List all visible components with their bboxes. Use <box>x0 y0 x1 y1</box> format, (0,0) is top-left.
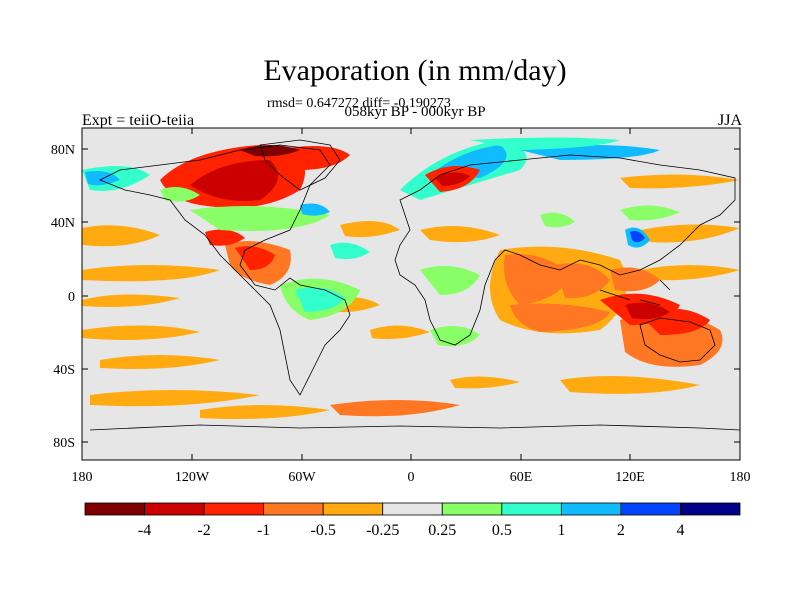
lat-tick-label: 40N <box>51 216 75 231</box>
colorbar-label: -4 <box>138 522 151 539</box>
colorbar: -4 -2 -1 -0.5 -0.25 0.25 0.5 1 2 4 <box>84 502 741 539</box>
colorbar-swatch <box>203 502 265 516</box>
lon-tick-label: 180 <box>72 470 93 485</box>
latitude-axis: 80N 40N 0 40S 80S <box>51 143 740 451</box>
evaporation-anomaly-patches <box>82 137 740 419</box>
lat-tick-label: 80N <box>51 143 75 158</box>
map-title: Evaporation (in mm/day) <box>263 54 567 87</box>
colorbar-label: 0.25 <box>428 522 456 539</box>
lon-tick-label: 60E <box>510 470 533 485</box>
stats-text: rmsd= 0.647272 diff= -0.190273 <box>267 96 451 111</box>
lon-tick-label: 120W <box>175 470 210 485</box>
longitude-axis: 180 120W 60W 0 60E 120E 180 <box>72 128 751 485</box>
colorbar-swatch <box>620 502 681 516</box>
colorbar-swatch <box>441 502 503 516</box>
colorbar-swatch <box>382 502 443 516</box>
experiment-label: Expt = teiiO-teiia <box>82 112 195 129</box>
lat-tick-label: 40S <box>53 363 75 378</box>
period-text: 058kyr BP - 000kyr BP <box>344 104 486 120</box>
coastlines <box>89 139 740 431</box>
colorbar-label: -2 <box>197 522 210 539</box>
colorbar-swatch <box>680 502 741 516</box>
colorbar-swatch <box>263 502 324 516</box>
colorbar-label: 4 <box>676 522 684 539</box>
colorbar-label: 0.5 <box>492 522 512 539</box>
colorbar-label: -0.5 <box>311 522 336 539</box>
lat-tick-label: 0 <box>68 290 75 305</box>
lon-tick-label: 0 <box>408 470 415 485</box>
season-label: JJA <box>717 112 742 129</box>
lon-tick-label: 180 <box>730 470 751 485</box>
plot-area <box>82 128 740 460</box>
lon-tick-label: 120E <box>615 470 645 485</box>
colorbar-label: -0.25 <box>366 522 399 539</box>
colorbar-swatch <box>322 502 384 516</box>
colorbar-label: 1 <box>557 522 565 539</box>
colorbar-swatch <box>144 502 205 516</box>
lon-tick-label: 60W <box>288 470 316 485</box>
lat-tick-label: 80S <box>53 436 75 451</box>
colorbar-label: 2 <box>617 522 625 539</box>
colorbar-swatch <box>84 502 145 516</box>
colorbar-swatch <box>560 502 622 516</box>
colorbar-swatch <box>501 502 562 516</box>
colorbar-label: -1 <box>257 522 270 539</box>
